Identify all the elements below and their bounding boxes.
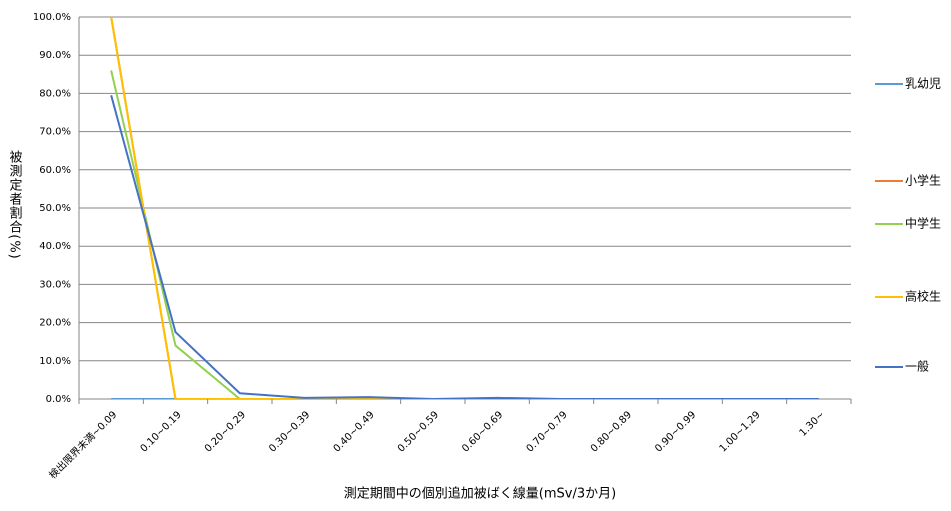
series-line (110, 70, 819, 399)
legend-label: 小学生 (905, 173, 941, 188)
y-tick-label: 40.0% (39, 241, 71, 252)
x-tick-label: 0.70~0.79 (525, 409, 570, 454)
x-tick-label: 0.40~0.49 (332, 409, 377, 454)
y-tick-label: 10.0% (39, 356, 71, 367)
x-tick-label: 0.50~0.59 (396, 409, 441, 454)
legend-label: 高校生 (905, 289, 941, 304)
y-tick-label: 0.0% (46, 394, 71, 405)
y-tick-label: 70.0% (39, 127, 71, 138)
y-tick-label: 100.0% (33, 12, 71, 23)
x-tick-label: 1.30~ (798, 409, 827, 438)
x-tick-label: 0.80~0.89 (589, 409, 634, 454)
x-tick-label: 0.60~0.69 (460, 409, 505, 454)
y-tick-label: 90.0% (39, 50, 71, 61)
y-tick-label: 20.0% (39, 318, 71, 329)
x-axis-title: 測定期間中の個別追加被ばく線量(mSv/3か月) (344, 486, 616, 502)
y-tick-label: 30.0% (39, 279, 71, 290)
legend-label: 一般 (905, 359, 929, 374)
x-tick-label: 1.00~1.29 (718, 409, 763, 454)
x-tick-label: 0.30~0.39 (267, 409, 312, 454)
series-line (110, 95, 819, 399)
x-tick-label: 検出限界未満~0.09 (46, 408, 119, 481)
y-tick-label: 80.0% (39, 88, 71, 99)
x-tick-label: 0.90~0.99 (653, 409, 698, 454)
x-tick-label: 0.20~0.29 (203, 409, 248, 454)
y-axis-title: 被測定者割合(%) (7, 150, 23, 260)
y-tick-label: 50.0% (39, 203, 71, 214)
x-tick-label: 0.10~0.19 (139, 409, 184, 454)
legend-label: 中学生 (905, 216, 941, 231)
legend-label: 乳幼児 (905, 77, 941, 91)
y-tick-label: 60.0% (39, 165, 71, 176)
